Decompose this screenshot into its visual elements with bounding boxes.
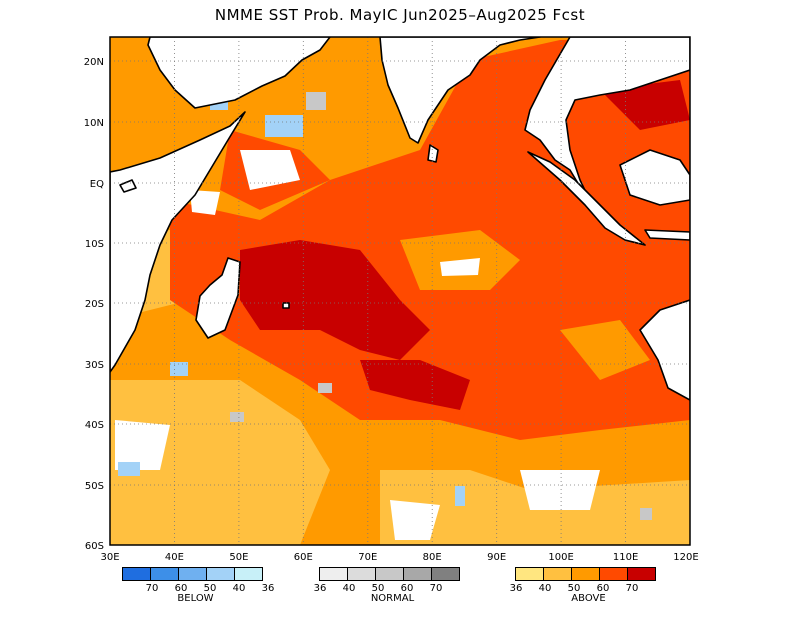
arabia-land	[147, 37, 331, 109]
legend-swatch	[319, 567, 348, 581]
x-tick-label: 40E	[165, 552, 184, 563]
legend-swatch	[206, 567, 235, 581]
legend-swatch	[571, 567, 600, 581]
australia-land	[639, 299, 690, 401]
legend-swatch	[543, 567, 572, 581]
x-tick-label: 110E	[613, 552, 638, 563]
legend-swatch	[403, 567, 432, 581]
legend-tick: 36	[261, 583, 275, 594]
y-tick-label: 10N	[84, 118, 104, 129]
map-frame	[109, 36, 691, 546]
legend-below: 70 60 50 40 36 BELOW	[122, 567, 274, 604]
legend-swatch	[122, 567, 151, 581]
x-tick-label: 120E	[673, 552, 698, 563]
legend-swatch	[347, 567, 376, 581]
legend-name: NORMAL	[370, 593, 415, 604]
india-land	[379, 37, 541, 144]
x-tick-label: 100E	[548, 552, 573, 563]
normal-patches	[115, 150, 600, 540]
legend-swatch	[178, 567, 207, 581]
legend-tick: 40	[538, 583, 552, 594]
y-tick-label: 50S	[85, 481, 104, 492]
legend-name: ABOVE	[571, 593, 606, 604]
land-masses	[110, 37, 690, 401]
normal-gray-patches	[230, 92, 652, 520]
y-tick-label: EQ	[90, 179, 104, 190]
legend-tick: 50	[567, 583, 581, 594]
legend-swatch	[234, 567, 263, 581]
legend-swatch	[375, 567, 404, 581]
socotra-land	[119, 179, 137, 193]
legend-tick: 50	[203, 583, 217, 594]
legend-swatch	[150, 567, 179, 581]
legend-normal: 36 40 50 60 70 NORMAL	[314, 567, 465, 604]
y-tick-label: 60S	[85, 541, 104, 552]
legend-tick: 40	[342, 583, 356, 594]
sumatra-land	[527, 151, 646, 246]
y-tick-label: 30S	[85, 360, 104, 371]
legend-tick: 70	[145, 583, 159, 594]
x-axis: 30E 40E 50E 60E 70E 80E 90E 100E 110E 12…	[100, 552, 698, 563]
africa-land	[110, 111, 246, 373]
legend-tick: 60	[596, 583, 610, 594]
x-tick-label: 30E	[100, 552, 119, 563]
legend-tick: 60	[400, 583, 414, 594]
myanmar-peninsula-land	[524, 37, 690, 206]
x-tick-label: 80E	[423, 552, 442, 563]
legend-tick: 70	[429, 583, 443, 594]
legend-tick: 36	[313, 583, 327, 594]
sri-lanka-land	[427, 144, 439, 163]
x-tick-label: 90E	[487, 552, 506, 563]
legend-tick: 40	[232, 583, 246, 594]
map-title: NMME SST Prob. MayIC Jun2025–Aug2025 Fcs…	[214, 6, 586, 24]
x-tick-label: 60E	[294, 552, 313, 563]
x-tick-label: 70E	[358, 552, 377, 563]
legend-swatch	[515, 567, 544, 581]
y-tick-label: 40S	[85, 420, 104, 431]
legend-tick: 70	[625, 583, 639, 594]
legend-name: BELOW	[177, 593, 214, 604]
madagascar-land	[195, 257, 241, 339]
y-tick-label: 20S	[85, 299, 104, 310]
y-axis: 20N 10N EQ 10S 20S 30S 40S 50S 60S	[84, 57, 104, 552]
legend-above: 36 40 50 60 70 ABOVE	[510, 567, 661, 604]
legend-swatch	[627, 567, 656, 581]
legend-tick: 50	[371, 583, 385, 594]
legend-swatch	[599, 567, 628, 581]
x-tick-label: 50E	[229, 552, 248, 563]
y-tick-label: 10S	[85, 239, 104, 250]
above-70-region	[240, 80, 690, 410]
legend-swatch	[431, 567, 460, 581]
y-tick-label: 20N	[84, 57, 104, 68]
mascarene-land	[282, 302, 290, 309]
grid-lines	[110, 37, 690, 545]
legend-tick: 60	[174, 583, 188, 594]
borneo-land	[619, 149, 690, 206]
java-land	[644, 229, 690, 241]
legend-tick: 36	[509, 583, 523, 594]
